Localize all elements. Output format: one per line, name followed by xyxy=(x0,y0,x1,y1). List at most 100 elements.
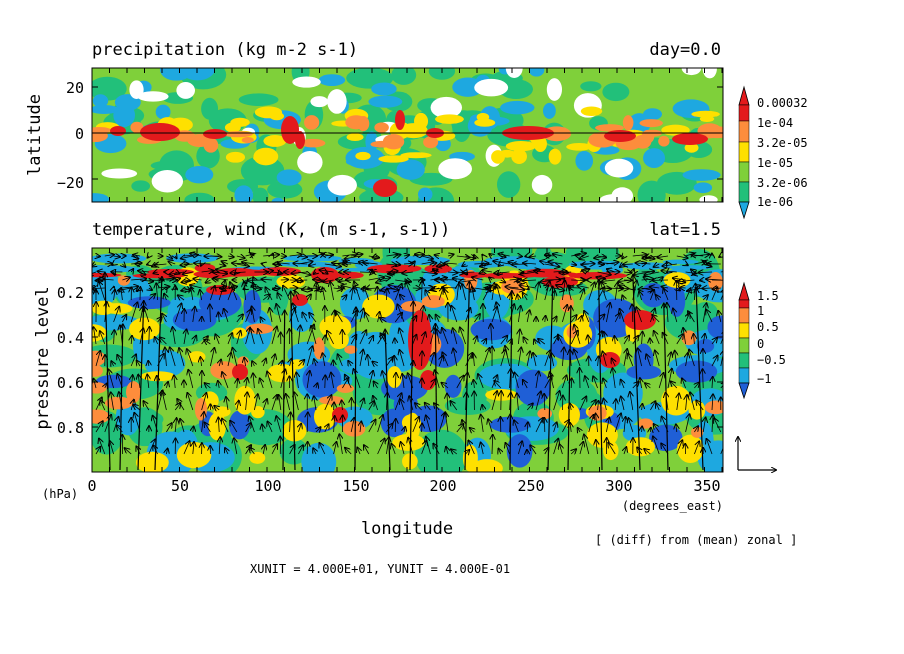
wind-arrow xyxy=(579,256,589,259)
precip-patch xyxy=(400,152,432,159)
xtick-350: 350 xyxy=(693,477,720,495)
temp-patch xyxy=(344,345,358,354)
temp-colorbar: 1.5 1 0.5 0 −0.5 −1 xyxy=(738,281,786,400)
wind-arrow xyxy=(386,264,396,265)
temp-band xyxy=(92,265,114,270)
wind-arrow xyxy=(230,272,246,273)
wind-arrow xyxy=(154,277,162,471)
wind-arrow xyxy=(659,277,663,280)
temp-patch xyxy=(127,296,171,310)
wind-arrow xyxy=(628,418,634,433)
wind-arrow xyxy=(496,302,502,323)
wind-arrow xyxy=(441,279,457,280)
wind-arrow xyxy=(225,448,228,455)
wind-arrow xyxy=(642,332,643,345)
wind-arrow xyxy=(290,359,292,367)
wind-arrow xyxy=(245,423,251,433)
wind-arrow xyxy=(130,302,137,323)
wind-arrow xyxy=(606,303,610,323)
wind-arrow xyxy=(180,419,184,433)
wind-arrow xyxy=(604,332,607,345)
wind-arrow xyxy=(426,437,431,455)
wind-arrow xyxy=(314,359,316,367)
wind-arrow xyxy=(380,318,387,322)
wind-arrow xyxy=(498,449,500,454)
precip-cb-label-2: 3.2e-05 xyxy=(757,136,808,150)
wind-arrow xyxy=(252,361,254,366)
wind-arrow xyxy=(451,449,458,454)
wind-arrow xyxy=(147,264,149,265)
wind-arrow xyxy=(518,330,519,345)
wind-arrow xyxy=(409,302,413,471)
wind-arrow xyxy=(447,394,448,411)
wind-arrow xyxy=(644,277,651,280)
wind-arrow xyxy=(251,286,264,288)
wind-arrow xyxy=(547,286,553,471)
temp-patch xyxy=(559,294,574,313)
wind-arrow xyxy=(227,256,234,257)
wind-arrow xyxy=(585,376,589,389)
wind-arrow xyxy=(246,392,248,411)
precip-patch xyxy=(528,68,545,77)
precip-patch xyxy=(327,174,357,196)
wind-arrow xyxy=(703,369,704,389)
wind-arrow xyxy=(457,284,459,301)
temp-patch xyxy=(179,444,193,465)
precip-patch xyxy=(542,102,556,119)
temp-yunit: (hPa) xyxy=(42,487,78,501)
temp-patch xyxy=(677,434,704,464)
wind-arrow xyxy=(667,272,668,273)
wind-arrow xyxy=(530,445,537,455)
precip-patch-max xyxy=(672,133,708,145)
precip-patch xyxy=(370,140,394,148)
wind-arrow xyxy=(426,416,431,433)
precip-patch xyxy=(155,104,171,120)
precip-patch xyxy=(682,169,721,181)
wind-arrow xyxy=(394,356,395,367)
temp-patch xyxy=(144,349,186,378)
wind-arrow xyxy=(554,317,557,322)
wind-arrow xyxy=(401,442,404,455)
wind-arrow xyxy=(491,307,497,323)
wind-arrow xyxy=(131,336,132,345)
precip-patch xyxy=(371,82,397,96)
wind-arrow xyxy=(639,292,642,301)
wind-arrow xyxy=(206,280,211,283)
wind-arrow xyxy=(164,294,166,301)
wind-arrow xyxy=(714,418,722,433)
wind-arrow xyxy=(395,419,396,433)
temp-patch xyxy=(319,314,352,339)
wind-arrow xyxy=(642,427,643,433)
temp-axis-ticks xyxy=(91,248,723,472)
wind-arrow xyxy=(707,439,713,455)
wind-arrow xyxy=(499,264,501,266)
wind-arrow xyxy=(442,383,449,389)
wind-arrow xyxy=(175,288,177,289)
precip-patch xyxy=(505,141,537,152)
wind-arrow xyxy=(250,328,255,345)
precip-cb-label-1: 1e-04 xyxy=(757,116,793,130)
temp-ytick-0.2: 0.2 xyxy=(57,284,84,302)
wind-arrow xyxy=(219,437,220,455)
precip-patch-max xyxy=(295,131,305,149)
wind-arrow xyxy=(661,444,669,455)
temp-patch xyxy=(135,451,169,472)
wind-arrow xyxy=(436,315,440,323)
precip-patch xyxy=(452,77,484,97)
wind-arrow xyxy=(323,280,334,282)
wind-arrow xyxy=(676,256,688,258)
temp-band xyxy=(193,270,236,279)
wind-arrow xyxy=(650,401,655,411)
wind-arrow xyxy=(342,400,343,411)
wind-arrow xyxy=(492,435,493,455)
temp-patch xyxy=(470,459,503,472)
wind-arrow xyxy=(230,421,238,433)
wind-arrow xyxy=(214,278,229,280)
temp-colorbar-c0 xyxy=(738,299,750,309)
wind-arrow xyxy=(559,444,562,455)
precip-colorbar-c3 xyxy=(738,161,750,183)
wind-arrow xyxy=(577,286,589,288)
wind-arrow xyxy=(395,255,400,256)
wind-arrow xyxy=(456,376,464,389)
wind-arrow xyxy=(673,309,677,323)
